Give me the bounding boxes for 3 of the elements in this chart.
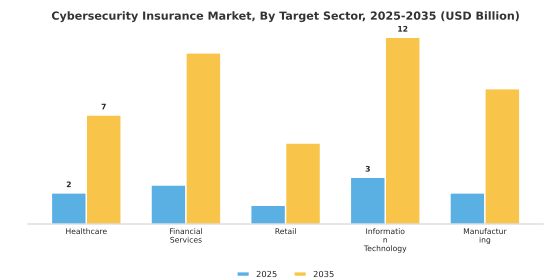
legend-label: 2035 [314, 270, 334, 278]
legend-label: 2025 [256, 270, 277, 278]
chart-title: Cybersecurity Insurance Market, By Target Sector, 2025-2035 (USD Billion) [52, 11, 519, 22]
